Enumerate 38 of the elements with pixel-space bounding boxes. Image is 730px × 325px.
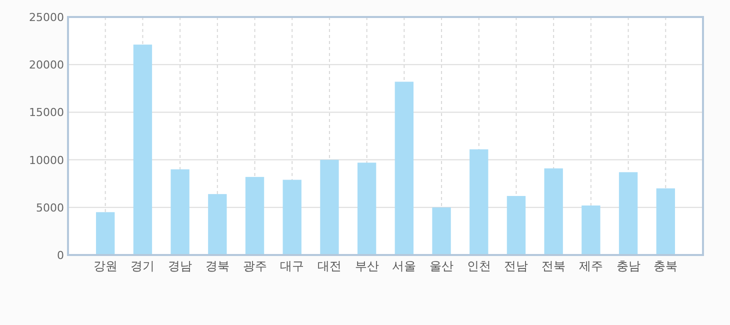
bar xyxy=(245,176,264,255)
bar xyxy=(432,207,451,255)
y-tick-label: 0 xyxy=(57,249,64,262)
x-tick-label: 광주 xyxy=(242,259,267,273)
x-tick-label: 경북 xyxy=(205,259,230,273)
x-tick-label: 경기 xyxy=(130,259,155,273)
x-tick-label: 부산 xyxy=(354,259,379,273)
bar xyxy=(208,194,227,255)
y-tick-label: 25000 xyxy=(29,11,64,24)
x-tick-label: 전북 xyxy=(542,259,566,273)
y-tick-label: 5000 xyxy=(36,201,64,214)
x-tick-label: 제주 xyxy=(578,259,603,273)
x-tick-label: 충남 xyxy=(616,259,640,273)
bar xyxy=(282,180,302,255)
bar xyxy=(582,205,600,255)
x-tick-label: 울산 xyxy=(430,259,454,273)
x-tick-label: 충북 xyxy=(654,259,678,273)
x-tick-label: 강원 xyxy=(93,259,118,273)
bar xyxy=(656,188,675,255)
y-tick-label: 15000 xyxy=(29,106,64,120)
x-tick-label: 전남 xyxy=(504,259,528,273)
bar xyxy=(170,169,190,255)
x-tick-label: 대구 xyxy=(280,259,304,273)
bar xyxy=(618,172,638,255)
bar xyxy=(394,82,414,255)
x-tick-label: 인천 xyxy=(466,259,491,273)
bar xyxy=(320,160,339,255)
x-tick-label: 경남 xyxy=(168,259,192,273)
bar xyxy=(357,162,376,255)
y-tick-label: 10000 xyxy=(29,154,64,167)
x-tick-label: 서울 xyxy=(392,259,416,273)
y-tick-label: 20000 xyxy=(29,58,64,72)
x-tick-label: 대전 xyxy=(317,259,342,273)
bar xyxy=(133,44,152,255)
bar xyxy=(470,149,488,255)
bar xyxy=(96,212,115,255)
bar xyxy=(544,168,563,255)
bar xyxy=(506,196,526,255)
